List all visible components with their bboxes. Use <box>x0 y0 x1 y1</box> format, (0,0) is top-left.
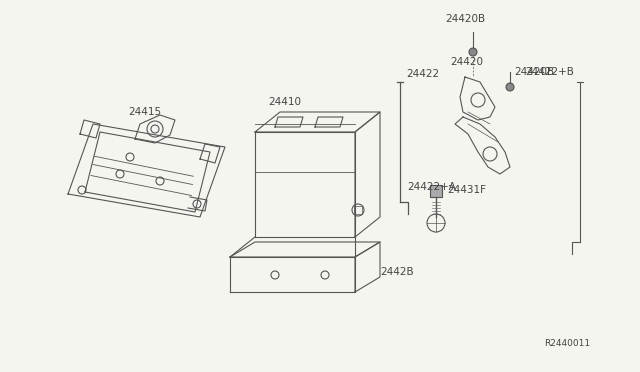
Bar <box>354 206 362 214</box>
Text: R2440011: R2440011 <box>544 340 590 349</box>
Text: 24422+B: 24422+B <box>525 67 574 77</box>
Text: 24422: 24422 <box>406 69 439 79</box>
Text: 24420B: 24420B <box>514 67 554 77</box>
Text: 24422+A: 24422+A <box>407 182 456 192</box>
Bar <box>430 185 442 197</box>
Text: 24415: 24415 <box>128 107 161 117</box>
Text: 24420: 24420 <box>450 57 483 67</box>
Text: 2442B: 2442B <box>380 267 413 277</box>
Text: 24431F: 24431F <box>447 185 486 195</box>
Text: 24410: 24410 <box>268 97 301 107</box>
Circle shape <box>506 83 514 91</box>
Circle shape <box>469 48 477 56</box>
Text: 24420B: 24420B <box>445 14 485 24</box>
